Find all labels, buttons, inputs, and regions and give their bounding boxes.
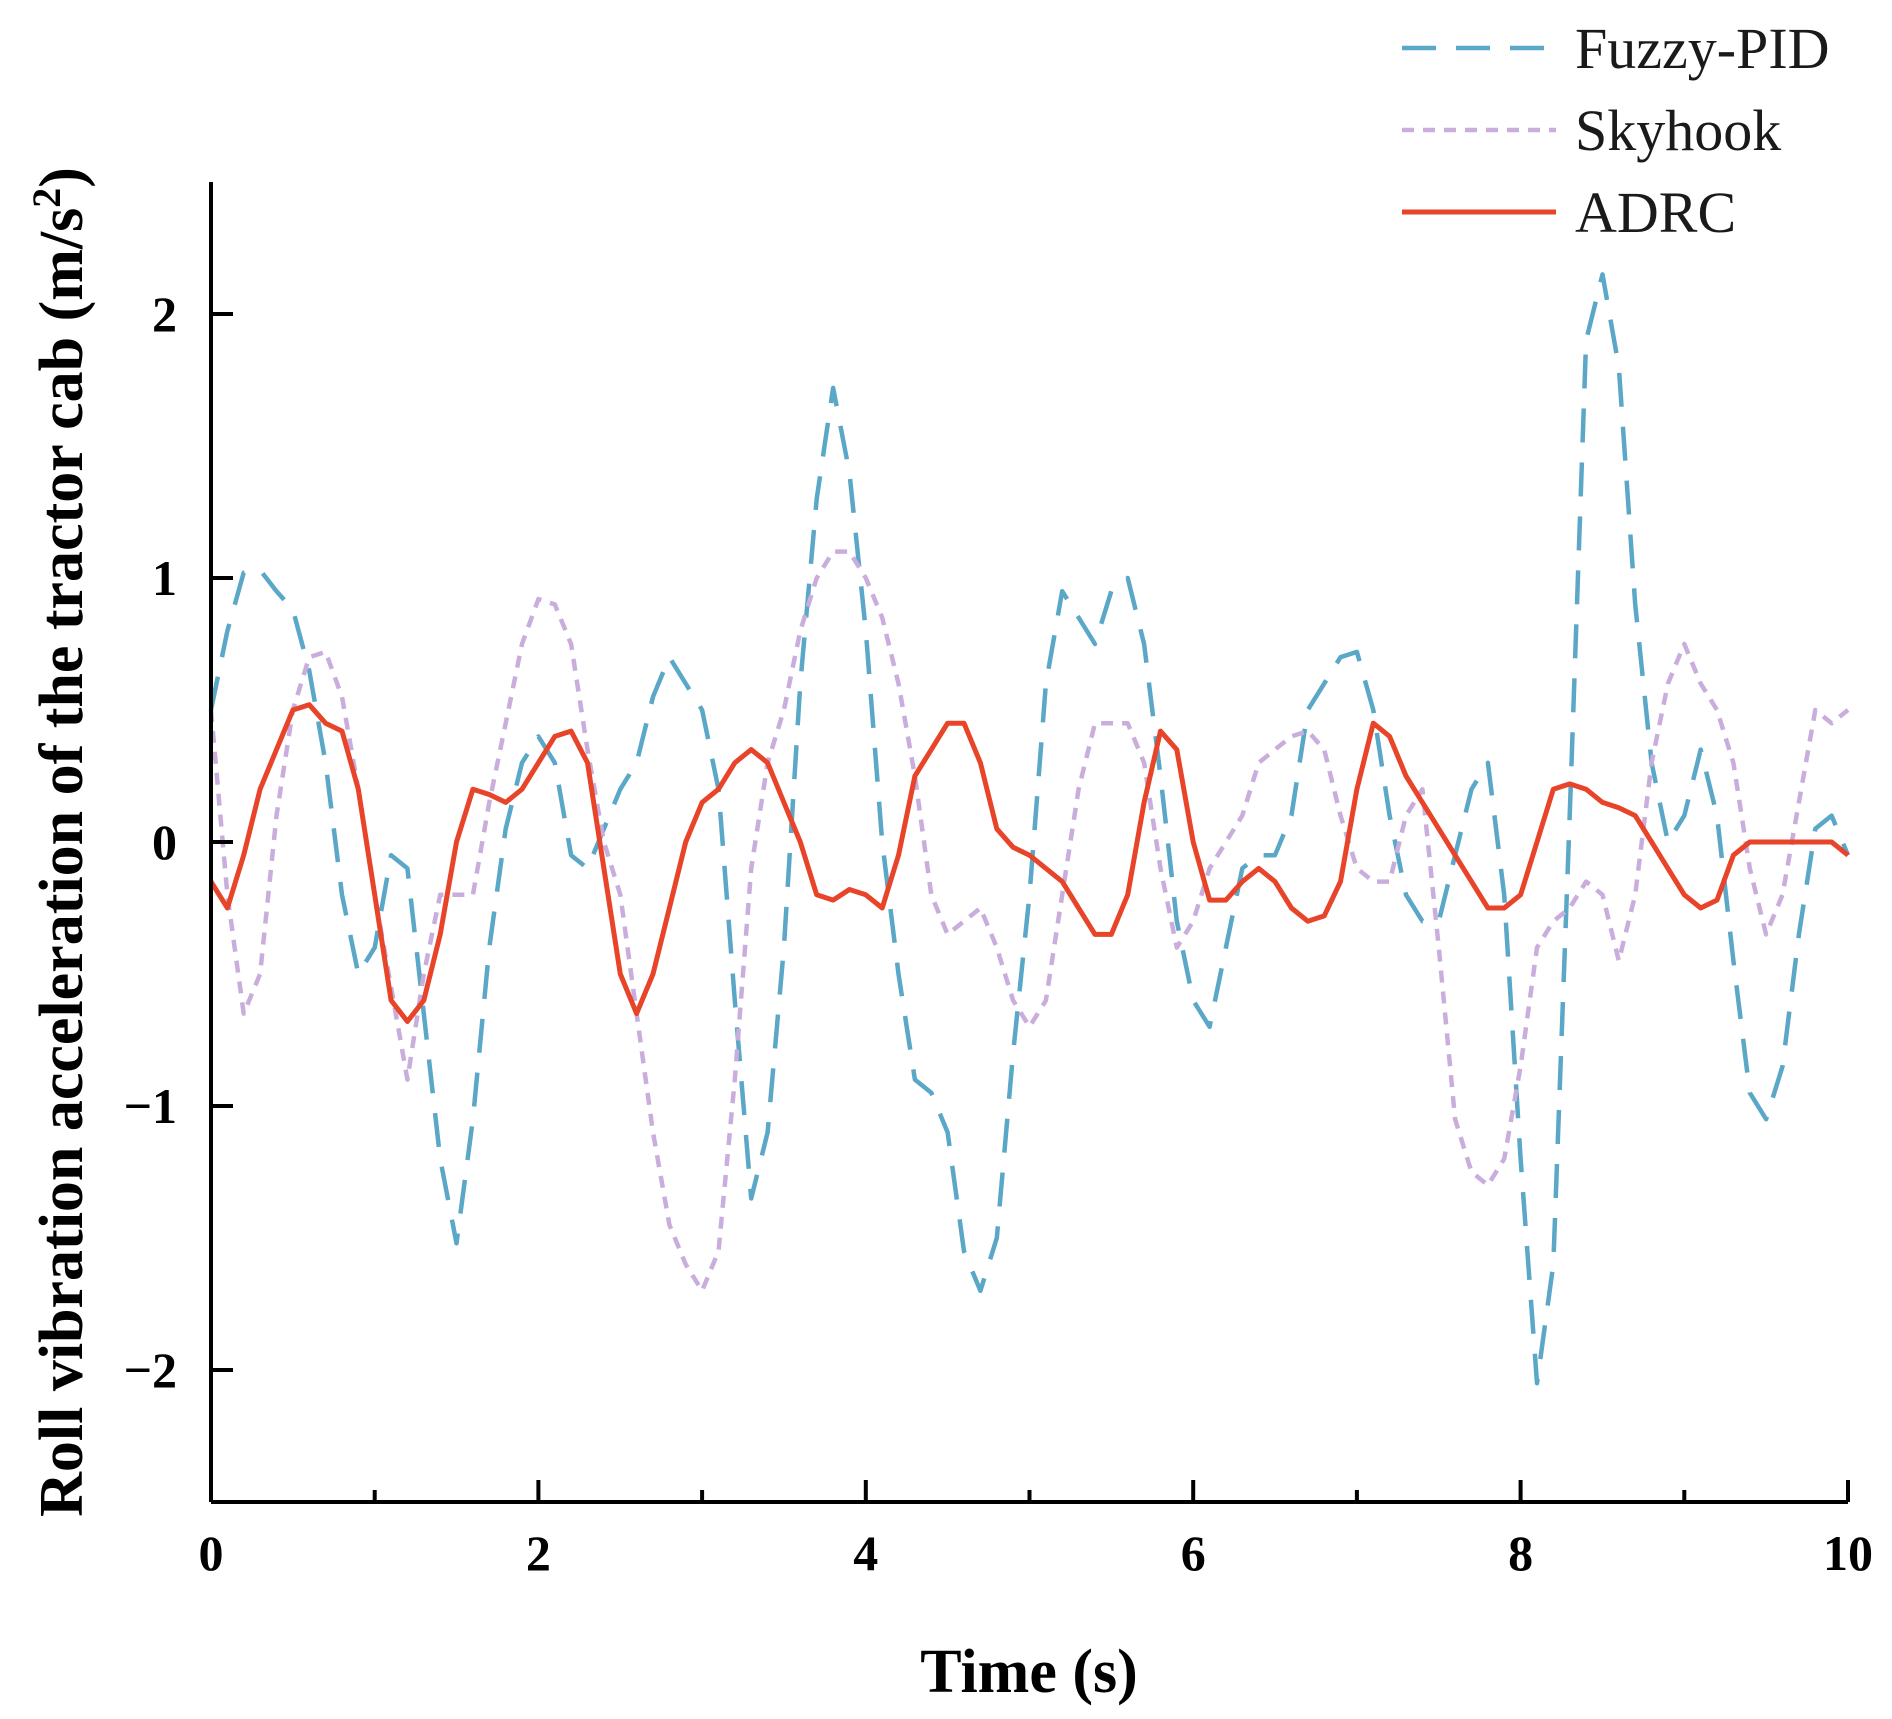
y-tick-label: 0 <box>152 814 177 870</box>
y-axis-title-sup: 2 <box>24 188 69 208</box>
x-tick-label: 2 <box>526 1525 551 1581</box>
x-tick-label: 6 <box>1181 1525 1206 1581</box>
y-axis-title: Roll vibration acceleration of the tract… <box>24 167 97 1517</box>
x-tick-label: 8 <box>1508 1525 1533 1581</box>
legend-label: Fuzzy-PID <box>1575 16 1830 81</box>
legend: Fuzzy-PID Skyhook ADRC <box>1402 16 1830 245</box>
y-axis-title-main: Roll vibration acceleration of the tract… <box>28 208 96 1517</box>
y-axis-title-close: ) <box>28 167 96 188</box>
y-tick-label: −2 <box>124 1342 178 1398</box>
x-tick-label: 0 <box>199 1525 224 1581</box>
ticks: 0 2 4 6 8 10 −2 −1 0 1 2 <box>124 286 1874 1581</box>
y-tick-label: −1 <box>124 1078 178 1134</box>
x-tick-label: 4 <box>853 1525 878 1581</box>
series-line-skyhook <box>208 549 1850 1294</box>
series-line-fuzzy-pid <box>208 272 1851 1386</box>
x-tick-label: 10 <box>1823 1525 1873 1581</box>
x-axis-title: Time (s) <box>920 1638 1138 1706</box>
series-line-adrc <box>208 702 1850 1024</box>
legend-label: ADRC <box>1575 180 1736 245</box>
legend-label: Skyhook <box>1575 98 1781 163</box>
plot-lines <box>208 272 1851 1386</box>
y-tick-label: 2 <box>152 286 177 342</box>
y-tick-label: 1 <box>152 550 177 606</box>
